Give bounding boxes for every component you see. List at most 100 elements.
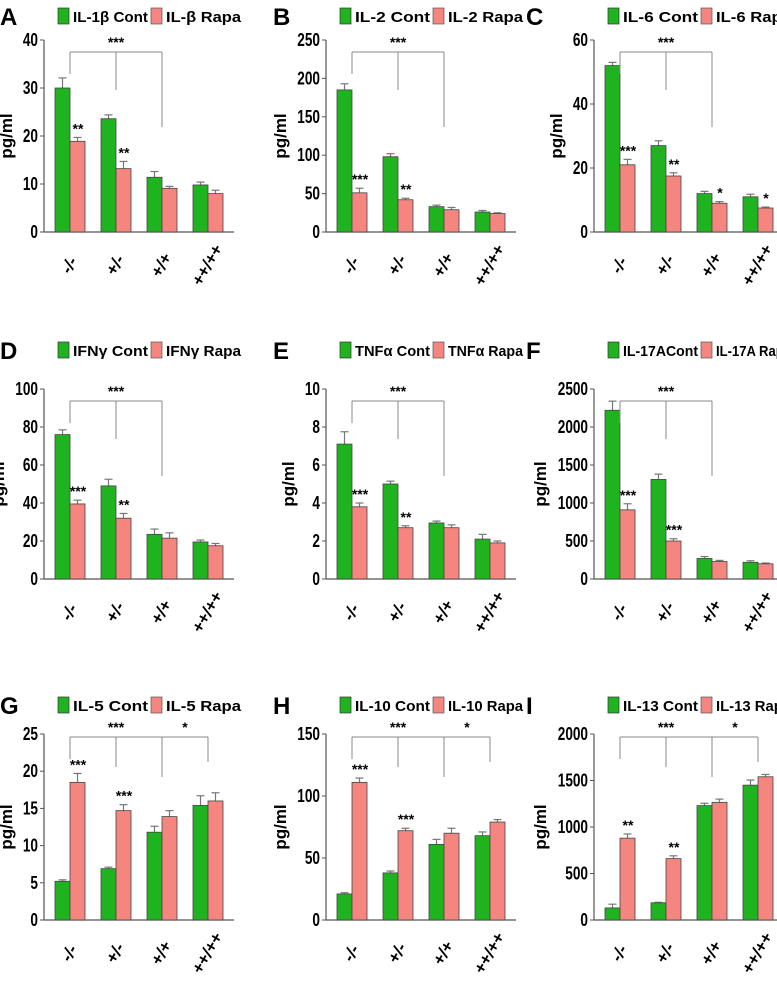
- bar-rapa: [619, 164, 636, 233]
- bar-rapa: [757, 776, 774, 921]
- y-tick-label: 80: [23, 417, 38, 438]
- legend-swatch-cont: [57, 696, 70, 714]
- bar-cont: [54, 434, 71, 580]
- legend-swatch-cont: [607, 341, 620, 359]
- significance-star: ***: [398, 811, 415, 827]
- x-category-label: ++/++: [188, 929, 227, 977]
- y-tick-label: 500: [565, 531, 588, 552]
- bar-cont: [604, 65, 621, 233]
- y-tick-label: 200: [297, 68, 320, 89]
- x-category-label: +/+: [147, 250, 176, 281]
- bar-rapa: [711, 561, 728, 580]
- y-tick-label: 1500: [558, 455, 588, 476]
- significance-star: ***: [352, 171, 369, 187]
- y-tick-label: 500: [565, 863, 588, 884]
- bar-cont: [604, 907, 621, 921]
- legend-label-rapa: IL-2 Rapa: [448, 9, 524, 26]
- bar-cont: [742, 561, 759, 580]
- bar-rapa: [161, 816, 178, 921]
- y-axis-label: pg/ml: [0, 804, 16, 849]
- bar-rapa: [207, 800, 224, 921]
- legend-label-rapa: IL-13 Rapa: [716, 698, 777, 715]
- bar-rapa: [207, 545, 224, 580]
- x-category-label: +/+: [429, 938, 458, 969]
- y-tick-label: 0: [312, 569, 320, 590]
- bar-rapa: [757, 207, 774, 233]
- x-category-label: ++/++: [738, 929, 777, 977]
- y-tick-label: 10: [23, 174, 38, 195]
- x-category-label: +/+: [147, 597, 176, 628]
- bracket-label: *: [464, 719, 470, 735]
- bracket-label: ***: [390, 719, 407, 735]
- x-category-label: ++/++: [738, 241, 777, 289]
- significance-star: ***: [352, 761, 369, 777]
- y-tick-label: 2: [312, 531, 320, 552]
- legend-label-rapa: IL-5 Rapa: [166, 698, 242, 715]
- bracket-label: ***: [108, 719, 125, 735]
- bar-rapa: [489, 542, 506, 580]
- panel-letter: G: [0, 693, 19, 720]
- panel-letter: B: [273, 4, 290, 31]
- y-tick-label: 20: [23, 761, 38, 782]
- y-tick-label: 60: [573, 30, 588, 51]
- y-tick-label: 150: [297, 107, 320, 128]
- bar-cont: [100, 118, 117, 233]
- x-category-label: +/-: [102, 598, 129, 625]
- y-tick-label: 20: [23, 531, 38, 552]
- x-category-label: -/-: [607, 253, 632, 277]
- y-tick-label: 100: [15, 379, 38, 400]
- bar-cont: [100, 868, 117, 921]
- legend-label-rapa: IL-β Rapa: [166, 9, 242, 26]
- bar-cont: [428, 206, 445, 233]
- y-tick-label: 1500: [558, 770, 588, 791]
- x-category-label: -/-: [339, 941, 364, 965]
- bar-rapa: [443, 209, 460, 233]
- bar-rapa: [665, 858, 682, 921]
- significance-star: *: [763, 190, 769, 206]
- y-tick-label: 1000: [558, 817, 588, 838]
- significance-star: **: [401, 181, 412, 197]
- x-category-label: +/+: [147, 938, 176, 969]
- y-tick-label: 0: [312, 222, 320, 243]
- legend-swatch-rapa: [432, 7, 445, 25]
- y-axis-label: pg/ml: [0, 461, 8, 506]
- bar-cont: [146, 831, 163, 921]
- bar-rapa: [397, 199, 414, 233]
- x-category-label: ++/++: [470, 241, 509, 289]
- y-tick-label: 10: [23, 836, 38, 857]
- bar-rapa: [443, 832, 460, 921]
- y-tick-label: 0: [30, 569, 38, 590]
- y-tick-label: 50: [305, 848, 320, 869]
- legend-swatch-cont: [339, 341, 352, 359]
- y-tick-label: 50: [305, 184, 320, 205]
- x-category-label: +/-: [652, 251, 679, 278]
- bar-cont: [54, 87, 71, 233]
- bar-cont: [474, 538, 491, 580]
- x-category-label: ++/++: [470, 588, 509, 636]
- x-category-label: +/-: [384, 939, 411, 966]
- bar-cont: [474, 211, 491, 233]
- significance-star: ***: [352, 486, 369, 502]
- x-category-label: -/-: [339, 600, 364, 624]
- bar-cont: [100, 485, 117, 580]
- significance-star: ***: [116, 788, 133, 804]
- y-tick-label: 0: [580, 910, 588, 931]
- bar-cont: [192, 184, 209, 233]
- bar-rapa: [161, 187, 178, 233]
- bar-rapa: [69, 140, 86, 233]
- bar-rapa: [619, 837, 636, 921]
- bar-rapa: [351, 506, 368, 580]
- bar-cont: [192, 541, 209, 580]
- bar-rapa: [757, 563, 774, 580]
- bar-cont: [336, 443, 353, 580]
- panel-letter: F: [526, 338, 541, 365]
- legend-label-cont: IFNγ Cont: [73, 343, 148, 360]
- legend-label-cont: IL-5 Cont: [73, 698, 148, 715]
- legend-label-cont: IL-13 Cont: [623, 698, 698, 715]
- y-tick-label: 5: [30, 873, 38, 894]
- bar-cont: [382, 156, 399, 233]
- y-tick-label: 20: [573, 158, 588, 179]
- bar-cont: [696, 805, 713, 921]
